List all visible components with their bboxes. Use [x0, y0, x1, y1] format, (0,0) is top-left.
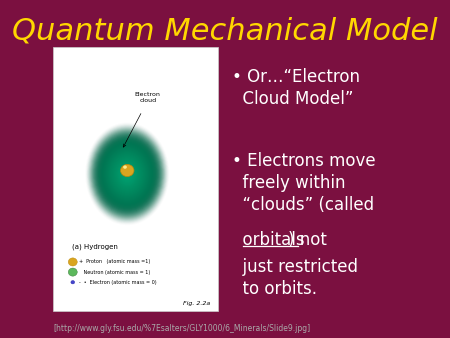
Ellipse shape [112, 156, 142, 192]
Ellipse shape [101, 141, 154, 206]
Ellipse shape [123, 169, 131, 179]
Text: Electron
cloud: Electron cloud [135, 92, 161, 103]
Ellipse shape [94, 134, 160, 214]
Ellipse shape [119, 163, 136, 184]
Text: orbitals: orbitals [233, 231, 305, 249]
Ellipse shape [124, 170, 130, 178]
Ellipse shape [89, 127, 166, 221]
Circle shape [123, 165, 127, 169]
Ellipse shape [88, 126, 166, 222]
Ellipse shape [122, 168, 132, 180]
Ellipse shape [117, 161, 138, 187]
Ellipse shape [110, 153, 144, 195]
Ellipse shape [102, 143, 152, 204]
Ellipse shape [97, 137, 158, 211]
Ellipse shape [102, 142, 153, 205]
Text: -  •  Electron (atomic mass = 0): - • Electron (atomic mass = 0) [80, 280, 157, 285]
Ellipse shape [108, 150, 147, 198]
Circle shape [121, 164, 134, 176]
Ellipse shape [121, 167, 133, 181]
Ellipse shape [126, 172, 129, 176]
Text: [http://www.gly.fsu.edu/%7Esalters/GLY1000/6_Minerals/Slide9.jpg]: [http://www.gly.fsu.edu/%7Esalters/GLY10… [54, 324, 310, 333]
Ellipse shape [104, 146, 150, 202]
Ellipse shape [96, 136, 158, 212]
Text: (a) Hydrogen: (a) Hydrogen [72, 243, 118, 250]
Circle shape [68, 258, 77, 266]
Ellipse shape [90, 129, 164, 219]
Ellipse shape [94, 133, 161, 215]
Ellipse shape [106, 148, 148, 200]
Text: Fig. 2.2a: Fig. 2.2a [183, 301, 210, 306]
Ellipse shape [125, 171, 130, 177]
Ellipse shape [111, 154, 144, 194]
Text: +  Proton   (atomic mass =1): + Proton (atomic mass =1) [80, 260, 151, 264]
Ellipse shape [120, 165, 135, 183]
Ellipse shape [90, 128, 165, 220]
Ellipse shape [103, 145, 151, 203]
Ellipse shape [107, 149, 148, 199]
Ellipse shape [91, 130, 163, 218]
Ellipse shape [105, 147, 149, 201]
Circle shape [68, 268, 77, 276]
Circle shape [71, 281, 75, 284]
FancyBboxPatch shape [54, 47, 217, 311]
Text: just restricted
  to orbits.: just restricted to orbits. [233, 258, 359, 298]
Ellipse shape [93, 132, 162, 216]
Ellipse shape [116, 160, 139, 188]
Ellipse shape [114, 158, 140, 190]
Ellipse shape [115, 159, 139, 189]
Text: • Or…“Electron
  Cloud Model”: • Or…“Electron Cloud Model” [233, 68, 360, 108]
Ellipse shape [118, 162, 137, 185]
Ellipse shape [112, 155, 143, 193]
Ellipse shape [100, 140, 155, 208]
FancyArrowPatch shape [123, 114, 141, 147]
Ellipse shape [121, 166, 134, 182]
Text: Neutron (atomic mass = 1): Neutron (atomic mass = 1) [80, 270, 151, 274]
Text: • Electrons move
  freely within
  “clouds” (called: • Electrons move freely within “clouds” … [233, 152, 376, 215]
Ellipse shape [113, 157, 141, 191]
Text: ) not: ) not [288, 231, 327, 249]
Ellipse shape [95, 135, 159, 213]
Ellipse shape [92, 131, 162, 217]
Ellipse shape [108, 151, 146, 197]
Ellipse shape [98, 138, 157, 210]
Ellipse shape [109, 152, 145, 196]
Ellipse shape [126, 173, 128, 175]
Ellipse shape [99, 139, 156, 209]
Ellipse shape [87, 125, 167, 223]
Text: Quantum Mechanical Model: Quantum Mechanical Model [12, 17, 438, 46]
